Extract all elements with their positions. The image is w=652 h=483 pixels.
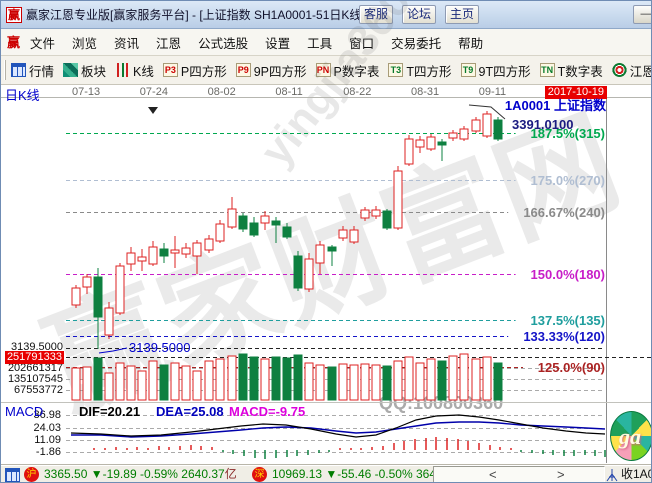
- toolbar-item-T数字表[interactable]: TN T数字表: [539, 61, 603, 80]
- toolbar-9P四方形-icon: P9: [235, 63, 251, 77]
- toolbar: 行情 板块 K线 P3 P四方形 P9 9P四方形 PN P数字表 T3 T四方形 T9 9T四方形 TN…: [1, 56, 651, 85]
- window-title: 赢家江恩专业版[赢家服务平台] - [上证指数 SH1A0001-51日K线]: [26, 8, 365, 22]
- menu-bar: 赢 文件 浏览 资讯 江恩 公式选股 设置 工具 窗口 交易委托 帮助: [1, 29, 651, 56]
- toolbar-行情-icon: [11, 63, 26, 77]
- toolbar-grip[interactable]: [4, 60, 6, 80]
- toolbar-9T四方形-icon: T9: [460, 63, 476, 77]
- toolbar-item-江恩[interactable]: 江恩: [611, 61, 651, 80]
- minimize-button[interactable]: —: [633, 5, 651, 24]
- toolbar-item-9T四方形[interactable]: T9 9T四方形: [460, 61, 531, 80]
- menu-item-文件[interactable]: 文件: [30, 36, 56, 51]
- toolbar-P数字表-icon: PN: [315, 63, 331, 77]
- mast-icon[interactable]: [606, 468, 618, 482]
- quote-table-icon[interactable]: [5, 468, 20, 482]
- toolbar-item-P四方形[interactable]: P3 P四方形: [162, 61, 227, 80]
- menu-item-交易委托[interactable]: 交易委托: [391, 36, 442, 51]
- title-bar: 赢 赢家江恩专业版[赢家服务平台] - [上证指数 SH1A0001-51日K线…: [1, 1, 651, 29]
- shanghai-quote-unit: 亿: [224, 467, 237, 481]
- toolbar-item-label: K线: [133, 64, 154, 79]
- app-logo-icon: 赢: [6, 6, 22, 23]
- toolbar-item-label: 江恩: [629, 64, 651, 79]
- kline-canvas: [1, 97, 651, 463]
- menu-logo-icon: 赢: [7, 34, 21, 50]
- menu-item-工具[interactable]: 工具: [307, 36, 333, 51]
- shenzhen-market-icon[interactable]: 深: [252, 467, 267, 482]
- toolbar-item-P数字表[interactable]: PN P数字表: [315, 61, 380, 80]
- toolbar-item-K线[interactable]: K线: [115, 61, 154, 80]
- status-bar: 沪 3365.50 ▼-19.89 -0.59% 2640.37亿 深 1096…: [1, 464, 651, 482]
- toolbar-板块-icon: [63, 63, 79, 77]
- toolbar-item-板块[interactable]: 板块: [63, 61, 106, 80]
- menu-item-江恩[interactable]: 江恩: [156, 36, 182, 51]
- next-page-arrow[interactable]: >: [557, 467, 565, 482]
- menu-item-窗口[interactable]: 窗口: [349, 36, 375, 51]
- close-line-label[interactable]: 收1A0001: [621, 467, 651, 481]
- menu-item-资讯[interactable]: 资讯: [114, 36, 140, 51]
- toolbar-item-label: P四方形: [180, 64, 227, 79]
- shanghai-quote-text: 3365.50 ▼-19.89 -0.59% 2640.37: [44, 467, 225, 481]
- toolbar-K线-icon: [115, 63, 131, 77]
- menu-item-浏览[interactable]: 浏览: [72, 36, 98, 51]
- shanghai-index-quote: 3365.50 ▼-19.89 -0.59% 2640.37亿: [44, 467, 237, 482]
- gann-wheel-logo: ga: [610, 411, 651, 461]
- toolbar-T数字表-icon: TN: [539, 63, 555, 77]
- toolbar-item-label: T数字表: [557, 64, 603, 79]
- toolbar-item-label: 行情: [29, 64, 55, 79]
- toolbar-item-T四方形[interactable]: T3 T四方形: [388, 61, 452, 80]
- menu-items: 文件 浏览 资讯 江恩 公式选股 设置 工具 窗口 交易委托 帮助: [30, 33, 500, 52]
- toolbar-item-label: 9P四方形: [253, 64, 307, 79]
- toolbar-item-label: P数字表: [333, 64, 380, 79]
- titlebar-button-论坛[interactable]: 论坛: [402, 5, 437, 24]
- toolbar-江恩-icon: [611, 63, 627, 77]
- toolbar-item-label: T四方形: [406, 64, 452, 79]
- page-nav-box: < >: [433, 466, 605, 482]
- toolbar-items: 行情 板块 K线 P3 P四方形 P9 9P四方形 PN P数字表 T3 T四方形 T9 9T四方形 TN…: [11, 61, 651, 80]
- menu-item-设置[interactable]: 设置: [265, 36, 291, 51]
- titlebar-button-客服[interactable]: 客服: [359, 5, 394, 24]
- prev-page-arrow[interactable]: <: [489, 467, 497, 482]
- titlebar-buttons: 客服 论坛 主页: [359, 5, 480, 24]
- menu-item-公式选股[interactable]: 公式选股: [198, 36, 249, 51]
- titlebar-button-主页[interactable]: 主页: [445, 5, 480, 24]
- toolbar-P四方形-icon: P3: [162, 63, 178, 77]
- toolbar-item-label: 板块: [81, 64, 107, 79]
- toolbar-item-9P四方形[interactable]: P9 9P四方形: [235, 61, 307, 80]
- toolbar-T四方形-icon: T3: [388, 63, 404, 77]
- menu-item-帮助[interactable]: 帮助: [458, 36, 484, 51]
- shenzhen-index-quote: 10969.13 ▼-55.46 -0.50% 3646.73: [272, 467, 460, 481]
- chart-area[interactable]: 赢家财富网 yingjia360.com QQ:100800360 187.5%…: [1, 1, 651, 464]
- shanghai-market-icon[interactable]: 沪: [24, 467, 39, 482]
- toolbar-item-行情[interactable]: 行情: [11, 61, 54, 80]
- toolbar-item-label: 9T四方形: [478, 64, 531, 79]
